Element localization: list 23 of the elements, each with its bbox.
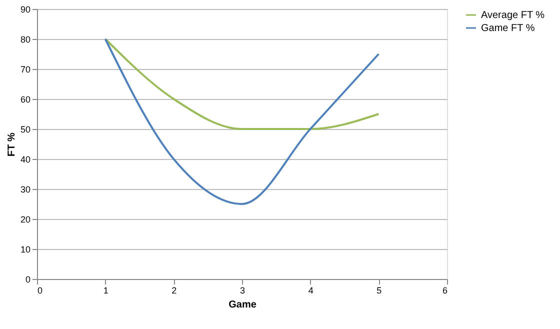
y-tick-label: 90	[20, 4, 30, 14]
y-tick-label: 50	[20, 124, 30, 134]
x-tick-label: 4	[308, 286, 314, 296]
x-tick-label: 1	[103, 286, 108, 296]
x-tick-label: 0	[38, 286, 43, 296]
y-tick-label: 40	[20, 154, 30, 164]
y-axis-title: FT %	[6, 132, 18, 156]
x-tick-label: 3	[240, 286, 246, 296]
line-series	[104, 38, 380, 130]
y-tick-label: 10	[20, 244, 30, 254]
y-tick-label: 80	[20, 34, 30, 44]
x-axis-title: Game	[228, 300, 257, 310]
legend-label: Game FT %	[481, 23, 535, 34]
y-tick-label: 30	[20, 184, 30, 194]
x-tick-label: 2	[172, 286, 177, 296]
x-tick-label: 6	[442, 286, 448, 296]
y-tick-label: 20	[20, 214, 30, 224]
y-tick-label: 70	[20, 64, 30, 74]
y-tick-label: 0	[25, 274, 30, 284]
line-series	[104, 38, 380, 205]
legend-label: Average FT %	[481, 10, 545, 21]
x-tick-label: 5	[376, 286, 382, 296]
y-tick-label: 60	[20, 94, 30, 104]
